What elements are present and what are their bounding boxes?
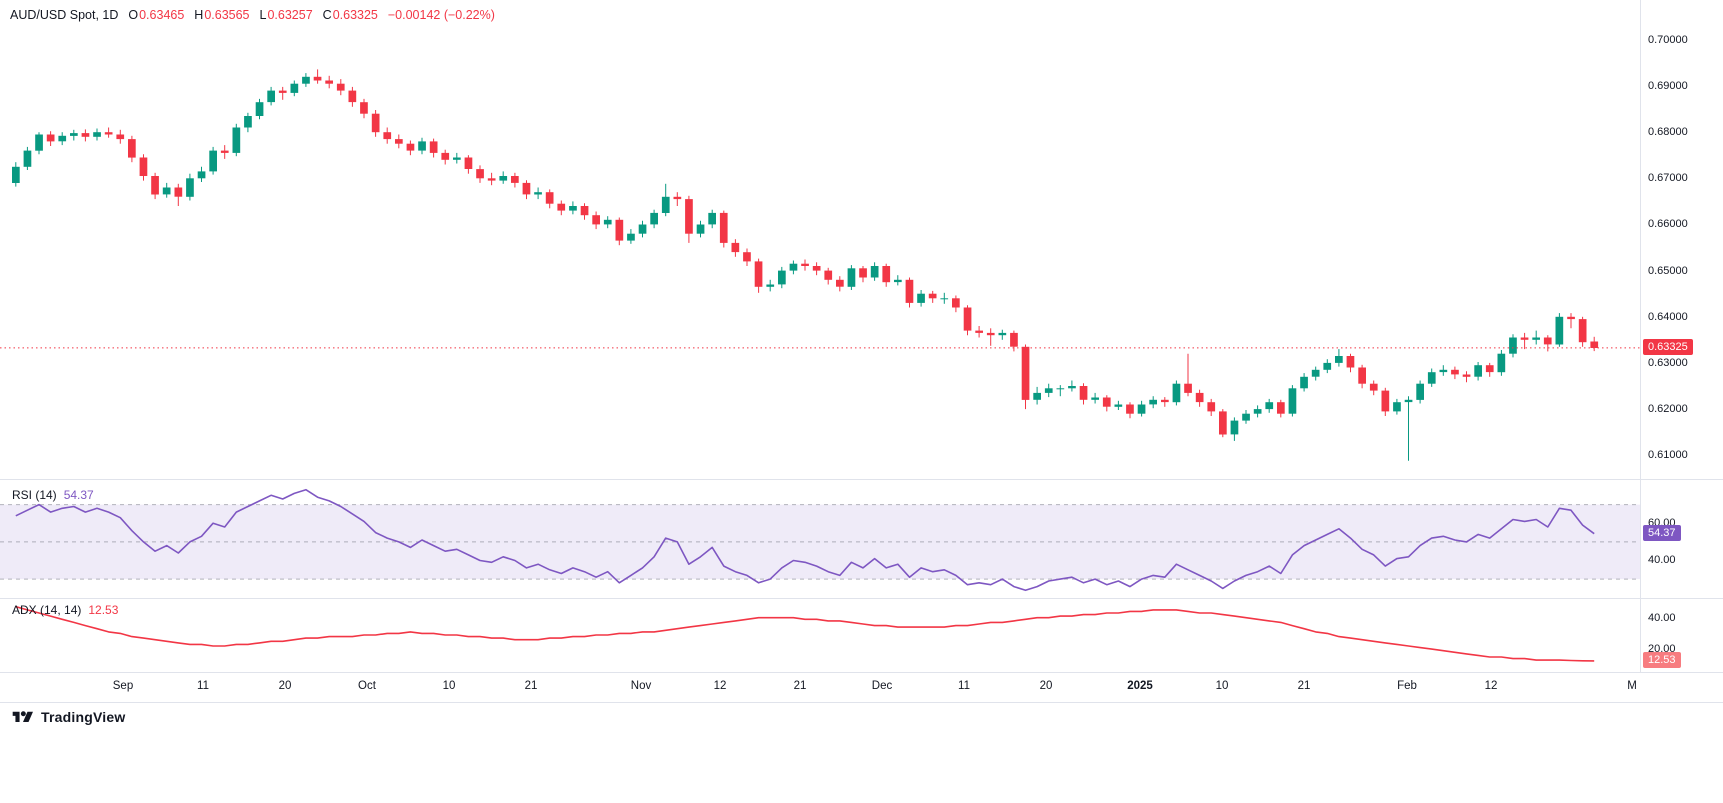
axis-label: 40.00 (1648, 612, 1676, 624)
time-axis-label: M (1627, 680, 1637, 692)
time-axis-label: 11 (197, 680, 209, 692)
rsi-indicator-value: 54.37 (63, 488, 94, 502)
axis-label: 0.70000 (1648, 34, 1688, 46)
axis-label: 40.00 (1648, 554, 1676, 566)
adx-label-row: ADX (14, 14) 12.53 (12, 603, 118, 617)
time-axis-label: Sep (112, 680, 134, 692)
tradingview-logo-icon (12, 711, 33, 722)
time-axis-label: 20 (1039, 680, 1053, 692)
time-axis-label: 20 (278, 680, 292, 692)
adx-indicator-value: 12.53 (88, 603, 119, 617)
price-axis-separator (1640, 0, 1641, 672)
panel-separator (0, 672, 1723, 673)
time-axis-label: 2025 (1127, 680, 1153, 692)
panel-separator (0, 702, 1723, 703)
adx-panel[interactable] (0, 602, 1640, 668)
axis-label: 0.67000 (1648, 172, 1688, 184)
last-price-badge: 0.63325 (1643, 339, 1693, 355)
time-axis-label: 12 (1484, 680, 1498, 692)
panel-separator (0, 479, 1723, 480)
adx-indicator-label[interactable]: ADX (14, 14) (12, 603, 82, 617)
time-axis-label: 21 (793, 680, 807, 692)
time-axis-label: 21 (1297, 680, 1311, 692)
axis-label: 0.69000 (1648, 80, 1688, 92)
time-axis-label: Nov (630, 680, 652, 692)
axis-label: 0.65000 (1648, 265, 1688, 277)
time-axis-label: Oct (358, 680, 376, 692)
change-readout: −0.00142 (−0.22%) (387, 8, 495, 22)
price-axis[interactable]: 0.70000 0.69000 0.68000 0.67000 0.66000 0.650… (1641, 0, 1723, 672)
time-axis-label: Dec (871, 680, 893, 692)
axis-label: 0.66000 (1648, 218, 1688, 230)
ohlc-close: C 0.63325 (322, 8, 378, 22)
symbol-header: AUD/USD Spot, 1D O 0.63465 H 0.63565 L 0.63… (10, 8, 495, 22)
ohlc-open: O 0.63465 (128, 8, 185, 22)
ohlc-high: H 0.63565 (194, 8, 250, 22)
candlestick-chart[interactable] (0, 26, 1640, 476)
panel-separator (0, 598, 1723, 599)
adx-value-badge: 12.53 (1643, 652, 1681, 668)
time-axis-label: 11 (958, 680, 970, 692)
axis-label: 0.63000 (1648, 357, 1688, 369)
time-axis-label: Feb (1397, 680, 1417, 692)
time-axis[interactable]: Sep 11 20 Oct 10 21 Nov 12 21 Dec 11 20 2025 10 21 Feb 1… (0, 674, 1640, 700)
time-axis-label: 10 (442, 680, 456, 692)
rsi-panel[interactable] (0, 486, 1640, 594)
brand-name: TradingView (41, 708, 126, 725)
footer-brand[interactable]: TradingView (12, 708, 125, 725)
axis-label: 0.62000 (1648, 403, 1688, 415)
axis-label: 0.64000 (1648, 311, 1688, 323)
axis-label: 0.68000 (1648, 126, 1688, 138)
time-axis-label: 10 (1215, 680, 1229, 692)
rsi-indicator-label[interactable]: RSI (14) (12, 488, 57, 502)
rsi-value-badge: 54.37 (1643, 525, 1681, 541)
symbol-title[interactable]: AUD/USD Spot, 1D (10, 8, 119, 22)
time-axis-label: 21 (524, 680, 538, 692)
axis-label: 0.61000 (1648, 449, 1688, 461)
rsi-label-row: RSI (14) 54.37 (12, 488, 94, 502)
time-axis-label: 12 (713, 680, 727, 692)
ohlc-low: L 0.63257 (259, 8, 313, 22)
